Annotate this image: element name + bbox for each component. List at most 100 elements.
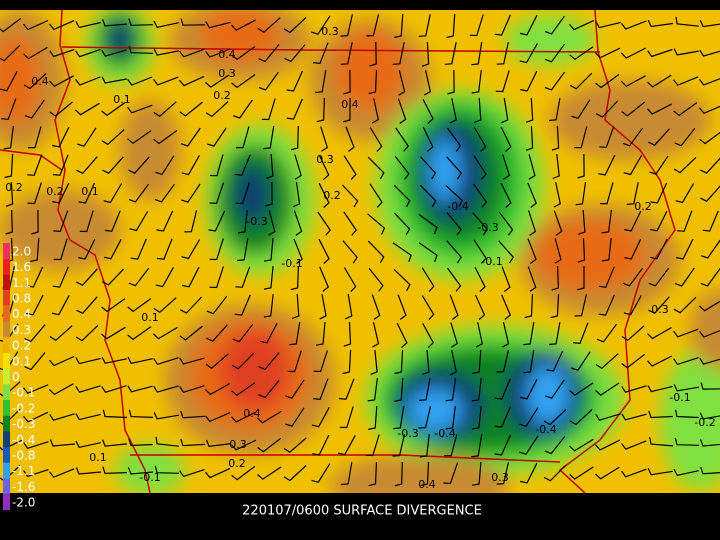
wind-barb (447, 267, 462, 292)
wind-barb (396, 322, 408, 348)
wind-barb (418, 406, 432, 429)
wind-barb (445, 406, 456, 430)
wind-barb (367, 213, 386, 235)
wind-barb (49, 468, 75, 478)
wind-barb (320, 126, 329, 152)
contour-label: 0.2 (5, 181, 23, 194)
wind-barb (258, 71, 279, 91)
wind-barb (232, 99, 253, 119)
wind-barb (397, 294, 407, 320)
wind-barb (0, 439, 23, 451)
wind-barb (23, 441, 49, 450)
wind-barb (520, 462, 538, 484)
wind-barb (232, 323, 254, 343)
wind-barb (674, 267, 695, 287)
wind-barb (318, 182, 330, 208)
legend-label: 0 (12, 370, 20, 384)
wind-barb (595, 100, 619, 118)
contour-label: 0.4 (31, 75, 49, 88)
wind-barb (129, 211, 149, 232)
wind-barb (569, 438, 594, 452)
wind-barb (444, 42, 457, 65)
wind-barb (231, 74, 256, 89)
wind-barb (127, 326, 152, 341)
wind-barb (393, 406, 405, 430)
wind-barb (75, 76, 101, 86)
wind-barb (292, 182, 301, 208)
wind-barb (650, 182, 668, 204)
wind-barb (419, 184, 437, 208)
field: 0.40.30.20.10.40.30.2-0.3-0.1-0.4-0.3-0.… (0, 10, 720, 493)
wind-barb (699, 300, 720, 312)
border (0, 149, 63, 171)
wind-barb (104, 210, 121, 232)
wind-barb (528, 154, 536, 180)
wind-barb (545, 379, 565, 399)
wind-barb (156, 210, 174, 232)
wind-barb (30, 237, 40, 262)
legend-label: 0.3 (12, 323, 31, 337)
wind-barb (340, 42, 353, 65)
contour-label: 0.1 (81, 185, 99, 198)
wind-barb (473, 183, 488, 208)
wind-barb (623, 295, 642, 316)
border (54, 10, 151, 493)
wind-barb (101, 102, 126, 117)
legend-label: -0.8 (12, 449, 35, 463)
wind-barb (231, 382, 256, 397)
wind-barb (209, 266, 224, 289)
wind-barb (621, 20, 647, 30)
wind-barb (0, 44, 21, 62)
wind-barb (450, 322, 458, 348)
wind-barb (128, 409, 154, 418)
field-blob (407, 388, 463, 432)
wind-barb (702, 210, 719, 232)
wind-barb (51, 295, 70, 316)
wind-barb (699, 49, 720, 57)
wind-barb (421, 267, 435, 292)
wind-barb (284, 44, 306, 63)
wind-barb (294, 154, 302, 180)
wind-barb (621, 440, 647, 450)
legend-label: -2.0 (12, 496, 35, 510)
wind-barb (474, 266, 486, 293)
wind-barb (647, 48, 673, 58)
wind-barb (290, 125, 299, 151)
wind-barb (621, 468, 647, 478)
wind-barb (343, 69, 351, 95)
wind-barb (598, 266, 615, 288)
wind-barb (3, 126, 14, 150)
wind-barb (574, 294, 587, 317)
wind-barb (494, 14, 511, 36)
wind-barb (595, 413, 621, 421)
wind-barb (128, 183, 149, 203)
wind-barb (502, 322, 510, 348)
wind-barb (101, 129, 125, 146)
wind-barb (578, 209, 586, 235)
wind-barb (285, 407, 305, 427)
wind-barb (102, 409, 128, 419)
wind-barb (283, 437, 307, 453)
wind-barb (543, 464, 567, 482)
wind-barb (205, 439, 231, 448)
wind-barb (398, 70, 406, 96)
contour-label: -0.1 (481, 255, 502, 268)
wind-barb (4, 153, 14, 179)
wind-barb (472, 461, 482, 486)
wind-barb (624, 238, 642, 260)
wind-barb (365, 434, 380, 457)
wind-barb (286, 70, 304, 92)
wind-barb (263, 294, 274, 318)
wind-barb (418, 214, 438, 235)
contour-label: -0.1 (139, 471, 160, 484)
wind-barbs (0, 13, 720, 487)
wind-barb (209, 182, 225, 205)
wind-barb (420, 461, 430, 487)
wind-barb (370, 350, 378, 375)
wind-barb (290, 265, 299, 291)
wind-barb (647, 103, 673, 115)
legend-swatch (3, 352, 10, 369)
wind-barb (699, 19, 720, 28)
wind-barb (647, 74, 672, 88)
contour-label: 0.4 (243, 407, 261, 420)
